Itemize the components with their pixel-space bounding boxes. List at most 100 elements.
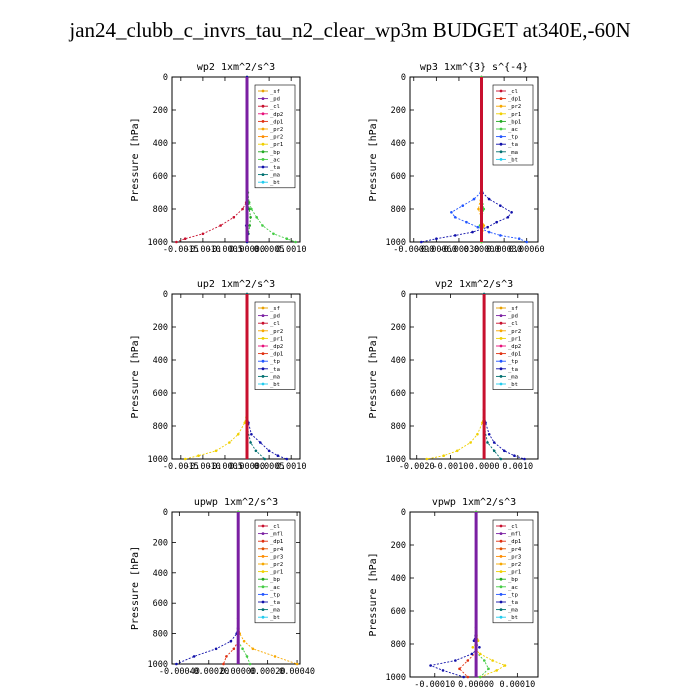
legend-marker bbox=[261, 321, 265, 325]
legend-entry: _pd bbox=[270, 314, 280, 320]
data-point-ta bbox=[503, 449, 506, 453]
legend-marker bbox=[261, 120, 265, 123]
legend-marker bbox=[499, 104, 503, 108]
data-point-ta bbox=[454, 659, 457, 662]
data-point-ta bbox=[435, 237, 438, 240]
data-point-pr1 bbox=[455, 449, 459, 453]
y-tick-label: 400 bbox=[391, 574, 406, 584]
series-line-ta bbox=[246, 294, 287, 460]
panel-title: vp2 1xm^2/s^3 bbox=[435, 279, 513, 290]
legend-entry: _mfl bbox=[508, 532, 521, 538]
legend-marker bbox=[261, 570, 265, 573]
y-axis-label: Pressure [hPa] bbox=[368, 552, 379, 636]
x-tick-label: -0.00060 bbox=[416, 245, 457, 255]
legend-entry: _dp1 bbox=[508, 539, 521, 545]
legend-marker bbox=[499, 142, 503, 146]
data-point-pr2 bbox=[295, 662, 299, 666]
legend-entry: _dp1 bbox=[270, 119, 283, 125]
legend-marker bbox=[499, 314, 503, 317]
data-point-pr1 bbox=[425, 457, 429, 461]
legend-entry: _ta bbox=[508, 600, 518, 606]
data-point-ta bbox=[478, 646, 481, 649]
legend-entry: _ta bbox=[270, 600, 280, 606]
data-point-pr1 bbox=[214, 449, 218, 453]
y-tick-label: 200 bbox=[153, 538, 168, 548]
legend-marker bbox=[261, 104, 265, 108]
legend-entry: _dp2 bbox=[270, 344, 283, 350]
plot-frame bbox=[171, 511, 301, 665]
data-point-ac bbox=[478, 675, 482, 679]
data-point-ta bbox=[470, 652, 474, 656]
legend-marker bbox=[261, 180, 265, 184]
data-point-ma bbox=[492, 449, 496, 453]
panel-title: vpwp 1xm^2/s^3 bbox=[432, 497, 516, 508]
data-point-ta bbox=[495, 220, 498, 224]
legend-entry: _ta bbox=[508, 367, 518, 373]
data-point-pr2 bbox=[242, 639, 246, 643]
data-point-cl bbox=[183, 237, 187, 240]
legend-marker bbox=[261, 337, 265, 340]
chart-panel-2: wp3 1xm^{3} s^{-4} Pressure [hPa] 0 200 400 6… bbox=[368, 62, 545, 255]
legend-entry: _dp1 bbox=[508, 97, 521, 103]
y-tick-label: 0 bbox=[401, 508, 406, 518]
data-point-tp bbox=[450, 211, 453, 214]
data-point-ta bbox=[499, 204, 502, 207]
legend-marker bbox=[261, 329, 265, 333]
data-point-dp1 bbox=[225, 655, 228, 658]
y-tick-label: 600 bbox=[153, 172, 168, 182]
data-point-tp bbox=[465, 220, 468, 224]
legend-marker bbox=[499, 382, 503, 386]
x-tick-label: 0.0005 bbox=[254, 462, 285, 472]
legend-marker bbox=[261, 577, 265, 581]
y-tick-label: 1000 bbox=[148, 660, 168, 670]
data-point-ta bbox=[486, 225, 489, 229]
legend-entry: _pr2 bbox=[508, 562, 521, 568]
chart-panel-5: upwp 1xm^2/s^3 Pressure [hPa] 0 200 400 600 80… bbox=[130, 497, 315, 677]
data-point-cl bbox=[175, 240, 178, 244]
data-point-dp1 bbox=[466, 659, 470, 662]
legend-entry: _ac bbox=[270, 585, 280, 591]
legend-entry: _ma bbox=[508, 374, 518, 380]
legend-marker bbox=[499, 135, 503, 139]
legend-entry: _sf bbox=[270, 306, 280, 312]
data-point-ta bbox=[506, 216, 510, 219]
y-tick-label: 1000 bbox=[148, 455, 168, 465]
legend-entry: _dp2 bbox=[270, 112, 283, 118]
data-point-pr1 bbox=[471, 646, 475, 649]
legend-entry: _dp1 bbox=[270, 352, 283, 358]
x-tick-label: -0.00090 bbox=[393, 245, 434, 255]
x-tick-label: 0.00000 bbox=[464, 245, 500, 255]
data-point-dp1 bbox=[466, 675, 470, 679]
data-point-pr1 bbox=[478, 652, 482, 656]
legend-entry: _pr1 bbox=[270, 336, 283, 342]
legend-marker bbox=[499, 593, 503, 596]
legend-entry: _pr2 bbox=[270, 127, 283, 133]
x-tick-label: 0.0010 bbox=[276, 462, 307, 472]
legend-entry: _cl bbox=[270, 321, 280, 327]
data-point-ta bbox=[510, 211, 513, 214]
legend-entry: _cl bbox=[508, 89, 518, 95]
legend-marker bbox=[499, 555, 503, 558]
x-tick-label: -0.0010 bbox=[185, 245, 221, 255]
legend-marker bbox=[261, 555, 265, 558]
y-tick-label: 200 bbox=[153, 323, 168, 333]
data-point-dp1 bbox=[222, 662, 225, 666]
data-point-pr1 bbox=[442, 454, 446, 458]
data-point-pr1 bbox=[228, 441, 231, 444]
x-tick-label: -0.0005 bbox=[207, 462, 243, 472]
legend-entry: _pr2 bbox=[270, 135, 283, 141]
y-tick-label: 600 bbox=[153, 389, 168, 399]
x-tick-label: 0.00040 bbox=[279, 667, 315, 677]
data-point-ac bbox=[261, 224, 264, 227]
data-point-ma bbox=[499, 457, 503, 461]
x-tick-label: -0.0010 bbox=[433, 462, 469, 472]
legend-entry: _tp bbox=[508, 592, 518, 598]
legend-entry: _ma bbox=[508, 608, 518, 614]
legend-entry: _pr4 bbox=[508, 547, 522, 553]
x-tick-label: 0.00010 bbox=[499, 680, 535, 690]
legend-entry: _bt bbox=[508, 615, 518, 621]
legend-entry: _mfl bbox=[270, 532, 283, 538]
data-point-ta bbox=[214, 647, 218, 651]
data-point-dp1 bbox=[232, 647, 236, 651]
